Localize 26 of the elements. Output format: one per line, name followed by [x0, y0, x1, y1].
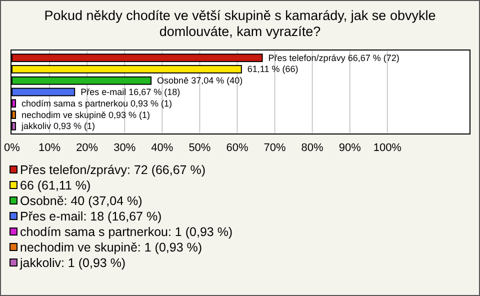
x-tick-label: 90% [338, 142, 362, 154]
x-tick-label: 100% [373, 142, 402, 154]
data-label: nechodim ve skupině 0,93 % (1) [21, 110, 150, 120]
x-tick-label: 40% [151, 142, 174, 154]
data-label: Přes e-mail 16,67 % (18) [80, 87, 180, 97]
x-tick-label: 60% [226, 142, 248, 154]
x-tick-label: 10% [38, 142, 61, 154]
x-tick-label: 80% [301, 142, 324, 154]
x-tick-label: 70% [264, 142, 286, 154]
data-label: Osobně 37,04 % (40) [157, 76, 243, 86]
x-tick-label: 20% [76, 142, 98, 154]
x-tick-label: 0% [4, 142, 20, 154]
x-tick-label: 30% [114, 142, 136, 154]
text: Přes telefon/zprávy: 72 (66,67 %) [20, 163, 206, 177]
text: 66 (61,11 %) [20, 178, 91, 192]
text: jakkoliv: 1 (0,93 %) [19, 256, 126, 270]
data-label: 61,11 % (66) [247, 64, 298, 74]
text: chodím sama s partnerkou: 1 (0,93 %) [20, 225, 233, 239]
data-label: jakkoliv 0,93 % (1) [20, 121, 96, 132]
text: nechodim ve skupině: 1 (0,93 %) [20, 240, 202, 254]
data-label: chodím sama s partnerkou 0,93 % (1) [21, 98, 172, 108]
chart-title: Pokud někdy chodíte ve větší skupině s kamarády, jak se obvykle domlouváte, kam vyrazíte? [44, 8, 436, 39]
text: Přes e-mail: 18 (16,67 %) [20, 210, 162, 224]
data-label: Přes telefon/zprávy 66,67 % (72) [268, 52, 400, 63]
x-tick-label: 50% [188, 142, 211, 154]
text: Osobně: 40 (37,04 %) [20, 194, 142, 208]
